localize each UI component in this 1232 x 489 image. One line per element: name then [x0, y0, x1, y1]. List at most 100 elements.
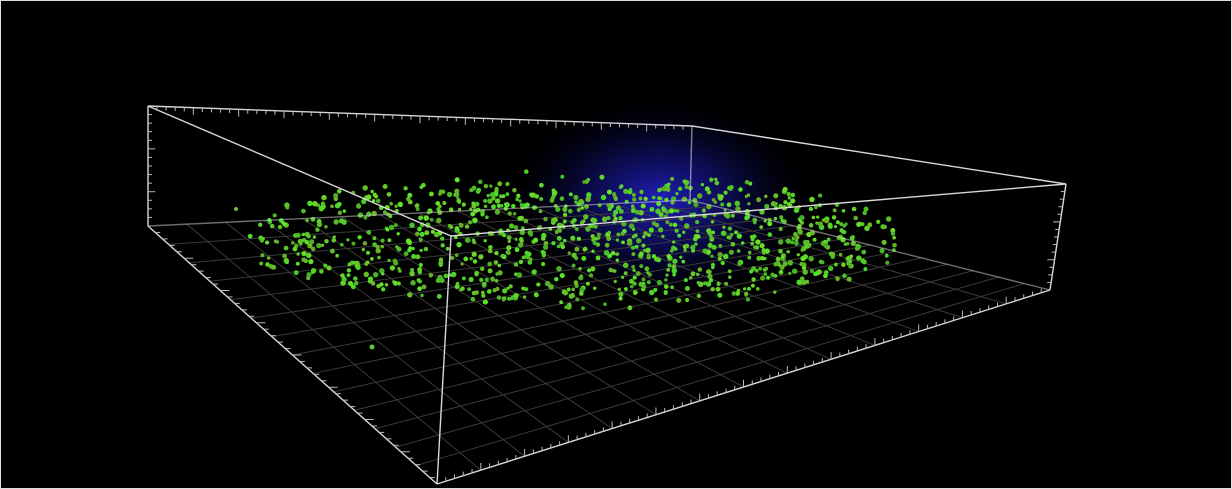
spot	[570, 219, 575, 225]
spot	[747, 202, 751, 206]
spot	[259, 238, 265, 243]
spot	[562, 238, 567, 243]
spot	[892, 235, 896, 240]
spot	[638, 210, 644, 216]
spot	[381, 287, 386, 292]
spot	[712, 213, 717, 217]
spot	[710, 262, 716, 268]
spot	[587, 268, 592, 273]
spot	[301, 208, 306, 214]
spot	[791, 268, 798, 274]
spot	[764, 266, 769, 271]
box-edge	[450, 183, 1067, 237]
spot	[813, 205, 818, 210]
spot	[824, 218, 829, 224]
spot	[827, 265, 834, 272]
spot	[628, 187, 633, 192]
spot	[767, 232, 773, 237]
spot	[624, 287, 628, 291]
spot	[585, 226, 591, 232]
spot	[576, 236, 582, 241]
spot	[826, 237, 831, 242]
spot	[670, 200, 675, 205]
spot	[403, 251, 409, 257]
spot	[671, 264, 677, 270]
spot	[410, 268, 415, 272]
spot	[417, 226, 422, 232]
spot	[477, 179, 483, 185]
spot	[423, 215, 429, 221]
spot	[562, 212, 568, 217]
spot	[688, 275, 693, 280]
spot	[387, 258, 391, 263]
spot	[515, 197, 519, 202]
spot	[747, 250, 752, 255]
spot	[653, 287, 658, 292]
spot	[661, 185, 668, 192]
grid-line	[374, 270, 973, 430]
spot	[487, 261, 493, 267]
spot	[744, 179, 750, 185]
spot	[417, 286, 422, 292]
spot	[533, 292, 539, 298]
spot	[742, 287, 747, 291]
spot	[415, 203, 420, 208]
spot	[407, 292, 413, 298]
spot	[616, 232, 621, 237]
spot	[285, 205, 290, 210]
spot	[628, 223, 635, 229]
spot	[554, 230, 559, 235]
spot	[590, 217, 596, 223]
spot	[551, 189, 558, 196]
spot	[457, 200, 461, 204]
spot	[532, 237, 539, 243]
spot	[321, 194, 327, 201]
spot	[668, 222, 673, 227]
spot	[774, 201, 778, 206]
spot	[885, 260, 890, 265]
spot	[644, 266, 650, 272]
spot	[435, 201, 440, 206]
spot	[685, 297, 690, 303]
spot	[694, 242, 698, 246]
spot	[717, 251, 723, 258]
spot	[484, 277, 489, 282]
spot	[863, 206, 869, 212]
spot	[573, 194, 579, 201]
spot	[775, 256, 781, 262]
spot	[347, 262, 352, 267]
spot	[651, 195, 656, 200]
spot	[282, 222, 287, 227]
spot	[612, 269, 617, 273]
spot	[809, 196, 815, 203]
spot	[467, 220, 473, 225]
spot	[353, 276, 358, 281]
spot	[696, 280, 701, 285]
spot	[632, 275, 637, 280]
spot	[505, 192, 510, 197]
spot	[862, 210, 867, 216]
spot	[638, 251, 644, 257]
spot	[631, 192, 636, 197]
spot	[450, 255, 455, 261]
spot	[516, 193, 521, 198]
spot	[856, 221, 862, 227]
spot	[603, 302, 607, 306]
spot	[363, 271, 370, 278]
spot	[746, 193, 751, 197]
spot	[849, 254, 854, 258]
spot	[764, 203, 770, 210]
spot	[601, 216, 608, 222]
spot	[301, 251, 307, 257]
spot	[471, 251, 477, 257]
spot	[773, 216, 778, 221]
spot	[384, 283, 389, 287]
spot	[750, 283, 755, 288]
spot	[501, 194, 506, 199]
spot	[707, 269, 712, 275]
spot	[551, 241, 556, 246]
spot	[740, 241, 745, 245]
spot	[512, 211, 517, 216]
spot	[583, 214, 589, 220]
spot	[709, 236, 715, 242]
